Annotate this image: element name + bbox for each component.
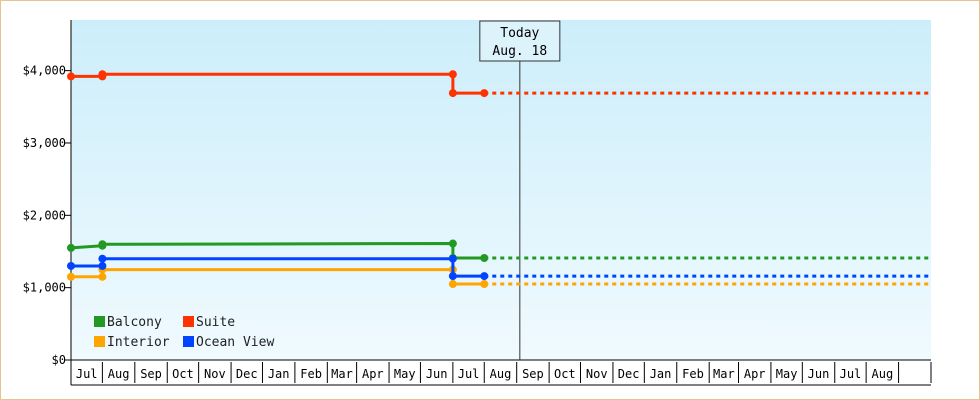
legend-swatch — [183, 316, 194, 327]
legend-label: Interior — [107, 335, 170, 350]
data-point[interactable] — [448, 272, 457, 281]
month-label: Jul — [458, 367, 480, 381]
data-point[interactable] — [448, 70, 457, 79]
month-label: Apr — [362, 367, 384, 381]
data-point[interactable] — [98, 240, 107, 249]
data-point[interactable] — [480, 89, 489, 98]
month-label: Jul — [76, 367, 98, 381]
month-label: Oct — [172, 367, 194, 381]
plot-background — [71, 20, 931, 360]
data-point[interactable] — [448, 239, 457, 248]
month-label: Jan — [650, 367, 672, 381]
month-label: Jul — [840, 367, 862, 381]
data-point[interactable] — [448, 89, 457, 98]
today-callout-box — [479, 20, 561, 62]
y-tick-label: $2,000 — [23, 208, 66, 222]
series-line — [71, 72, 485, 95]
month-label: Nov — [586, 367, 608, 381]
data-point[interactable] — [480, 272, 489, 281]
data-point[interactable] — [67, 72, 75, 81]
month-label: Mar — [331, 367, 353, 381]
month-label: Jan — [268, 367, 290, 381]
legend-swatch — [183, 336, 194, 347]
series-line — [71, 268, 485, 286]
data-point[interactable] — [98, 70, 107, 79]
month-label: Jun — [808, 367, 830, 381]
month-label: May — [776, 367, 798, 381]
legend-label: Ocean View — [196, 335, 274, 350]
series-line — [71, 257, 485, 278]
y-tick-label: $4,000 — [23, 64, 66, 78]
month-label: Mar — [713, 367, 735, 381]
y-tick-label: $1,000 — [23, 281, 66, 295]
data-point[interactable] — [448, 280, 457, 289]
legend-swatch — [94, 336, 105, 347]
today-date-label: Aug. 18 — [492, 44, 547, 59]
data-point[interactable] — [98, 261, 107, 270]
y-tick-label: $3,000 — [23, 136, 66, 150]
y-tick-label: $0 — [52, 353, 66, 367]
month-label: Oct — [554, 367, 576, 381]
today-label: Today — [500, 26, 539, 41]
data-point[interactable] — [480, 280, 489, 289]
data-point[interactable] — [67, 243, 75, 252]
month-label: Dec — [236, 367, 258, 381]
legend-label: Suite — [196, 315, 235, 330]
month-label: Apr — [744, 367, 766, 381]
legend-label: Balcony — [107, 315, 162, 330]
month-label: Nov — [204, 367, 226, 381]
month-label: Aug — [108, 367, 130, 381]
month-label: Aug — [872, 367, 894, 381]
data-point[interactable] — [448, 254, 457, 263]
data-point[interactable] — [67, 272, 75, 281]
data-point[interactable] — [67, 261, 75, 270]
legend-swatch — [94, 316, 105, 327]
month-label: Jun — [426, 367, 448, 381]
month-label: Sep — [140, 367, 162, 381]
series-line — [70, 241, 485, 260]
month-label: May — [394, 367, 416, 381]
data-point[interactable] — [98, 254, 107, 263]
month-label: Feb — [682, 367, 704, 381]
data-point[interactable] — [98, 272, 107, 281]
month-label: Feb — [300, 367, 322, 381]
month-label: Aug — [490, 367, 512, 381]
data-point[interactable] — [480, 254, 489, 262]
month-label: Dec — [618, 367, 640, 381]
month-label: Sep — [522, 367, 544, 381]
